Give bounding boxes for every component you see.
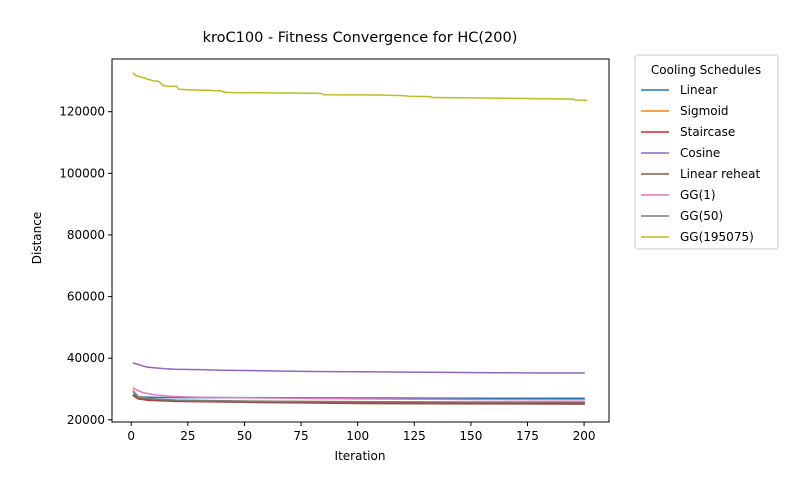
legend-label-0: Linear xyxy=(680,83,717,97)
y-axis-label: Distance xyxy=(30,212,44,264)
x-tick-label: 200 xyxy=(573,429,596,443)
legend-label-4: Linear reheat xyxy=(680,167,761,181)
x-tick-label: 125 xyxy=(403,429,426,443)
legend-label-5: GG(1) xyxy=(680,188,716,202)
y-tick-label: 100000 xyxy=(59,166,105,180)
series-line-5 xyxy=(132,387,585,401)
legend-label-6: GG(50) xyxy=(680,209,723,223)
plot-area-frame xyxy=(111,58,610,423)
x-tick-label: 0 xyxy=(127,429,135,443)
x-axis-ticks: 0 25 50 75 100 125 150 175 200 xyxy=(127,422,596,443)
x-tick-label: 75 xyxy=(293,429,308,443)
legend-label-3: Cosine xyxy=(680,146,720,160)
y-tick-label: 20000 xyxy=(67,413,105,427)
x-tick-label: 175 xyxy=(516,429,539,443)
y-tick-label: 60000 xyxy=(67,290,105,304)
x-tick-label: 25 xyxy=(180,429,195,443)
legend-frame xyxy=(634,54,779,250)
y-tick-label: 80000 xyxy=(67,228,105,242)
plot-lines xyxy=(132,72,588,405)
series-line-4 xyxy=(132,394,585,405)
legend: Cooling Schedules Linear Sigmoid Staircase… xyxy=(634,54,779,250)
x-tick-label: 50 xyxy=(237,429,252,443)
legend-title: Cooling Schedules xyxy=(651,63,761,77)
legend-label-2: Staircase xyxy=(680,125,735,139)
legend-label-1: Sigmoid xyxy=(680,104,729,118)
chart-title: kroC100 - Fitness Convergence for HC(200… xyxy=(203,30,518,46)
legend-items: Linear Sigmoid Staircase Cosine Linear rehea… xyxy=(641,83,761,244)
legend-label-7: GG(195075) xyxy=(680,230,754,244)
series-line-6 xyxy=(132,391,585,403)
y-tick-label: 40000 xyxy=(67,351,105,365)
x-tick-label: 150 xyxy=(459,429,482,443)
y-tick-label: 120000 xyxy=(59,105,105,119)
series-line-7 xyxy=(132,72,588,102)
series-line-3 xyxy=(132,362,585,374)
x-axis-label: Iteration xyxy=(335,449,386,463)
x-tick-label: 100 xyxy=(346,429,369,443)
y-axis-ticks: 20000 40000 60000 80000 100000 120000 xyxy=(59,105,112,427)
